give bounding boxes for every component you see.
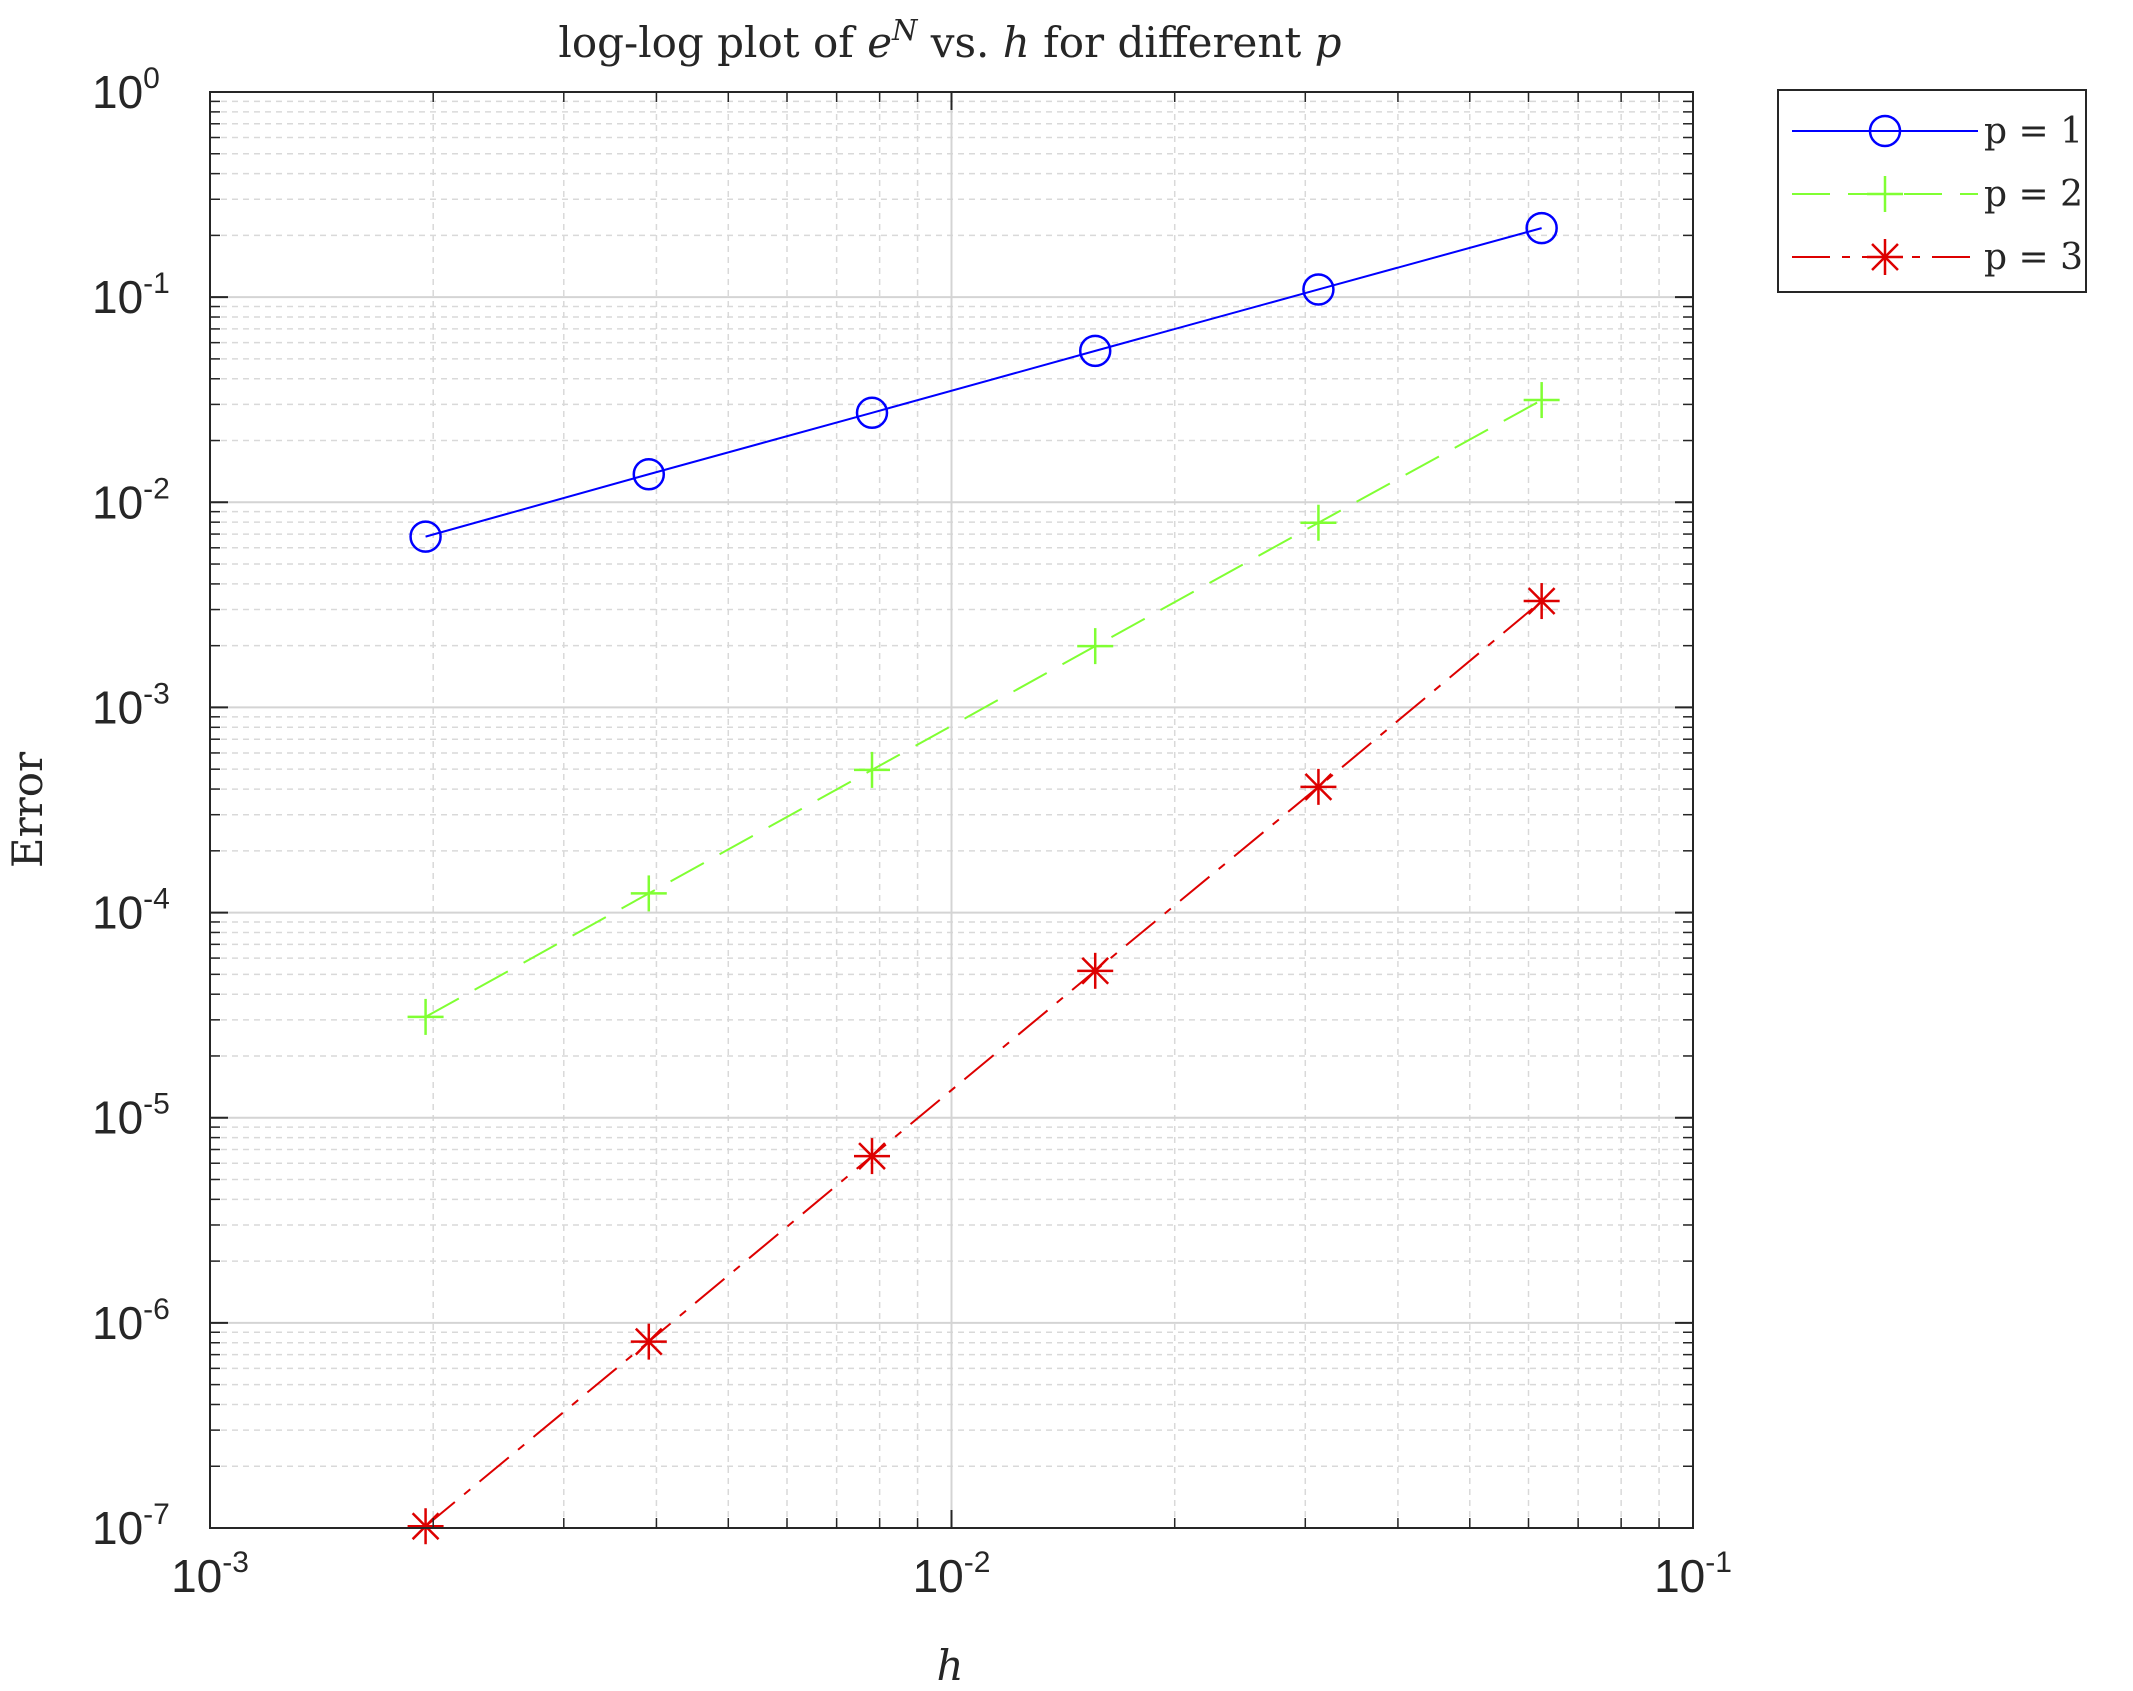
series-1 (409, 211, 1558, 553)
legend-marker-stroke (1871, 243, 1899, 271)
legend: p = 1 p = 2 p = 3 (1777, 89, 2087, 293)
data-point (1525, 211, 1558, 245)
data-point (1302, 273, 1335, 306)
data-point (1523, 583, 1560, 620)
x-tick-labels: 10-3 10-2 10-1 (171, 1546, 1732, 1602)
y-tick-label: 10-2 (92, 472, 170, 528)
plot-area (209, 91, 1694, 1545)
series-line (424, 600, 1543, 1528)
y-tick-label: 100 (92, 62, 160, 118)
data-point (630, 875, 667, 912)
data-point (630, 1323, 667, 1360)
series-2 (407, 382, 1560, 1035)
data-point (407, 1508, 444, 1545)
legend-label: p = 2 (1984, 174, 2083, 215)
y-tick-label: 10-5 (92, 1088, 170, 1144)
data-point (1523, 382, 1560, 419)
x-tick-label: 10-1 (1654, 1546, 1732, 1602)
data-point (409, 520, 442, 553)
x-tick-label: 10-3 (171, 1546, 249, 1602)
legend-item-2: p = 2 (1792, 174, 2083, 215)
y-tick-labels: 100 10-1 10-2 10-3 10-4 10-5 10-6 10-7 (92, 62, 170, 1554)
data-point (632, 457, 666, 491)
data-point-stroke (1081, 956, 1110, 985)
data-point-stroke (858, 1142, 886, 1170)
y-tick-label: 10-6 (92, 1293, 170, 1349)
data-point-stroke (634, 1327, 663, 1356)
legend-item-3: p = 3 (1792, 237, 2083, 278)
data-point (854, 1138, 891, 1175)
data-point-stroke (411, 1512, 440, 1541)
legend-box (1777, 89, 2087, 293)
data-point (1077, 952, 1114, 989)
data-point (1300, 768, 1337, 805)
data-point (407, 998, 444, 1035)
legend-marker (1867, 176, 1903, 212)
legend-marker (1868, 114, 1902, 148)
data-point (1077, 628, 1114, 665)
series-line (425, 227, 1542, 538)
data-point (1078, 334, 1112, 368)
legend-label: p = 3 (1984, 237, 2083, 278)
data-point (1300, 504, 1337, 541)
y-tick-label: 10-4 (92, 883, 170, 939)
series-3 (407, 583, 1560, 1545)
data-point (855, 396, 889, 430)
axis-ticks (209, 91, 1694, 1529)
series-layer (407, 211, 1560, 1545)
x-tick-label: 10-2 (913, 1546, 991, 1602)
y-tick-label: 10-7 (92, 1498, 170, 1554)
series-line (425, 399, 1543, 1018)
data-point-stroke (1527, 587, 1556, 615)
y-tick-label: 10-1 (92, 267, 170, 323)
legend-label: p = 1 (1984, 111, 2083, 152)
legend-item-1: p = 1 (1792, 111, 2083, 152)
data-point (854, 751, 891, 788)
y-tick-label: 10-3 (92, 677, 170, 733)
legend-marker (1867, 239, 1903, 275)
chart-title: log-log plot of eN vs. h for different p (558, 13, 1341, 67)
data-point-stroke (1304, 773, 1333, 801)
y-axis-label: Error (3, 751, 52, 868)
x-axis-label: h (936, 1641, 963, 1690)
